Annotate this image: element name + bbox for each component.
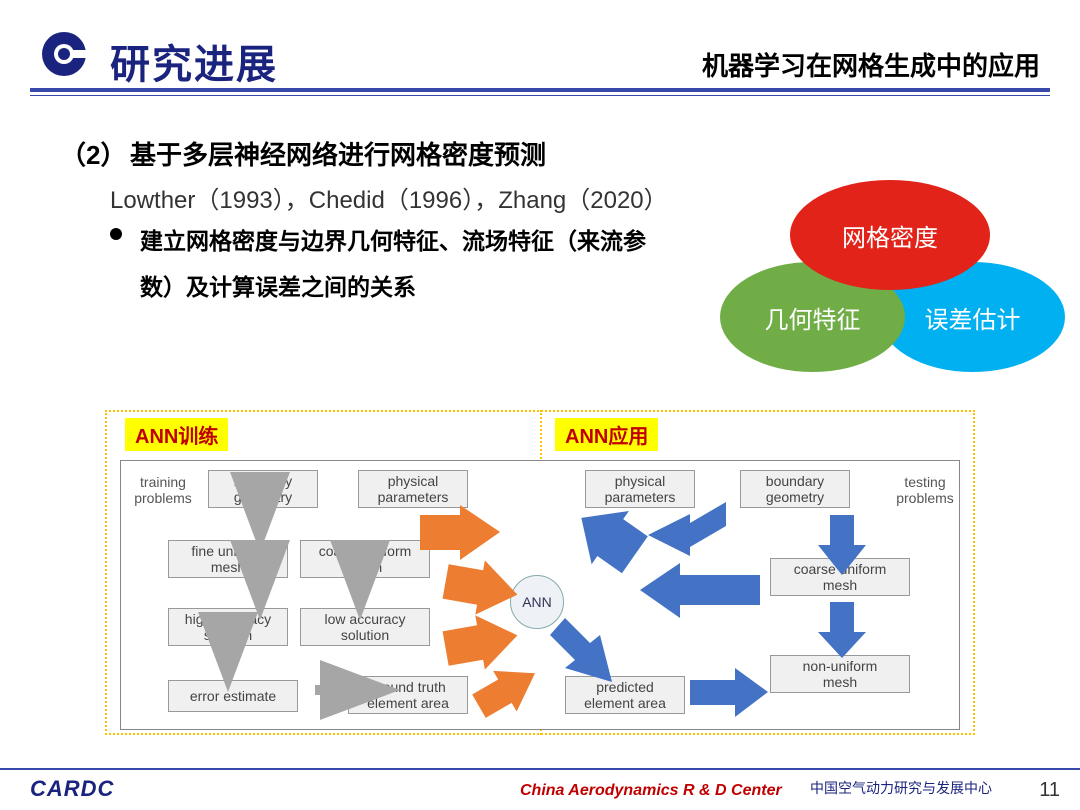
bullet-icon <box>110 228 122 240</box>
venn-red: 网格密度 <box>790 180 990 290</box>
footer-cardc: CARDC <box>30 776 114 802</box>
sub-title: 机器学习在网格生成中的应用 <box>702 46 1040 83</box>
flow-label-left: ANN训练 <box>125 418 228 451</box>
footer-rule <box>0 768 1080 770</box>
references: Lowther（1993），Chedid（1996），Zhang（2020） <box>110 180 668 215</box>
header-rule-thick <box>30 88 1050 92</box>
footer-cn: 中国空气动力研究与发展中心 <box>810 778 992 798</box>
flow-label-right: ANN应用 <box>555 418 658 451</box>
bullet-text: 建立网格密度与边界几何特征、流场特征（来流参数）及计算误差之间的关系 <box>140 218 680 310</box>
page-number: 11 <box>1039 779 1060 802</box>
slide-header: 研究进展 机器学习在网格生成中的应用 <box>0 20 1080 80</box>
main-title: 研究进展 <box>110 32 278 90</box>
footer-en: China Aerodynamics R & D Center <box>520 782 782 800</box>
section-number: （2） <box>60 135 126 172</box>
flow-arrows <box>120 460 960 730</box>
section-title: 基于多层神经网络进行网格密度预测 <box>130 135 546 172</box>
cardc-logo-icon <box>40 30 88 78</box>
header-rule-thin <box>30 95 1050 96</box>
